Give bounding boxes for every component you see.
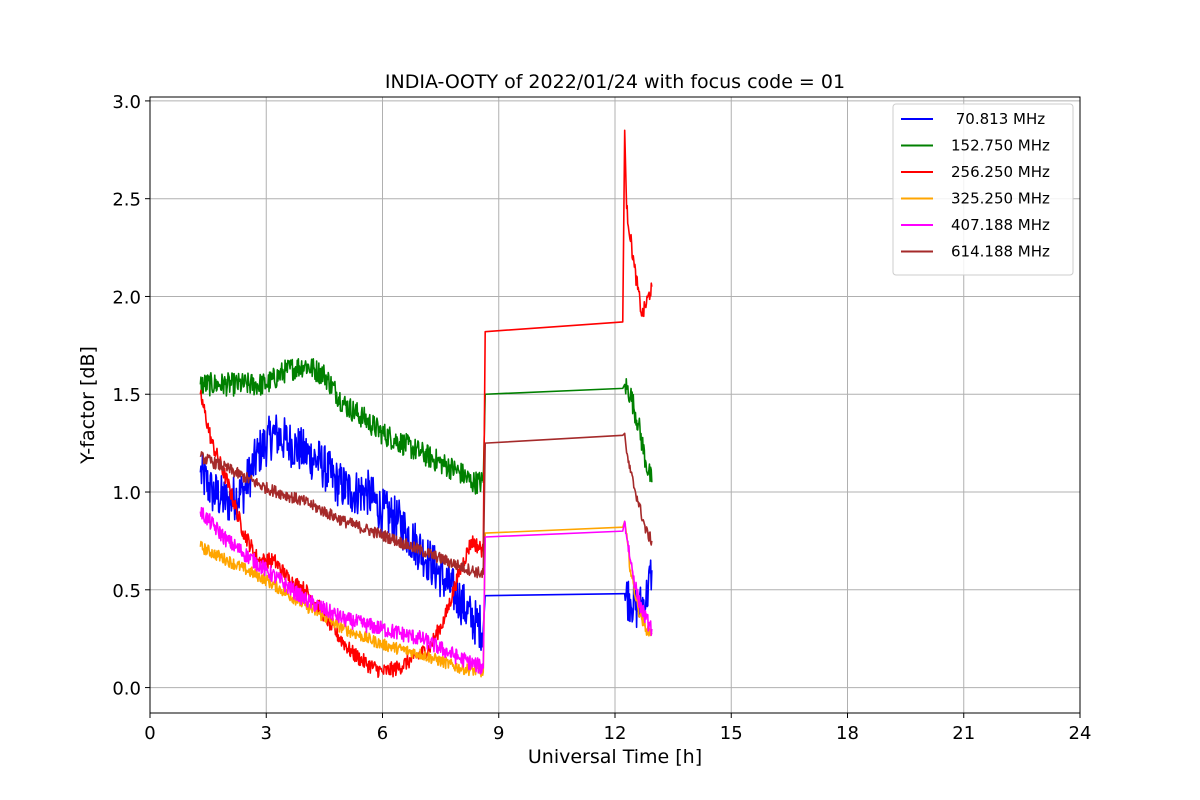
x-tick-label: 3: [261, 723, 272, 744]
y-tick-label: 1.5: [112, 385, 141, 406]
series-line-2: [199, 358, 653, 495]
series-line-4: [199, 520, 653, 678]
legend-box: [892, 103, 1074, 276]
x-tick-label: 12: [604, 723, 627, 744]
legend: 70.813 MHz 152.750 MHz 256.250 MHz 325.250 …: [892, 103, 1074, 276]
x-tick-label: 24: [1069, 723, 1092, 744]
x-tick-label: 6: [377, 723, 388, 744]
y-tick-label: 2.0: [112, 287, 141, 308]
y-tick-label: 2.5: [112, 190, 141, 211]
y-axis-label: Y-factor [dB]: [77, 346, 99, 465]
y-tick-label: 0.0: [112, 679, 141, 700]
series-line-3: [199, 129, 653, 679]
legend-label: 70.813 MHz: [951, 110, 1045, 128]
series-line-5: [199, 506, 653, 675]
series-lines: [199, 129, 653, 679]
x-axis-label: Universal Time [h]: [528, 746, 702, 768]
y-tick-label: 0.5: [112, 581, 141, 602]
legend-label: 407.188 MHz: [951, 216, 1050, 234]
x-tick-label: 18: [836, 723, 859, 744]
series-line-6: [199, 432, 653, 579]
x-tick-label: 21: [952, 723, 975, 744]
y-tick-label: 1.0: [112, 483, 141, 504]
y-tick-label: 3.0: [112, 92, 141, 113]
x-tick-label: 9: [493, 723, 504, 744]
x-tick-label: 0: [144, 723, 155, 744]
legend-label: 325.250 MHz: [951, 190, 1050, 208]
axis-ticks: 0 3 6 9 12 15 18 21 24 0.0 0.5 1.0 1.5 2.0 2.5 3.0: [112, 92, 1091, 744]
legend-label: 614.188 MHz: [951, 243, 1050, 261]
series-line-1: [199, 414, 653, 652]
chart-title: INDIA-OOTY of 2022/01/24 with focus code…: [385, 71, 845, 93]
legend-label: 152.750 MHz: [951, 137, 1050, 155]
x-tick-label: 15: [720, 723, 743, 744]
legend-label: 256.250 MHz: [951, 163, 1050, 181]
